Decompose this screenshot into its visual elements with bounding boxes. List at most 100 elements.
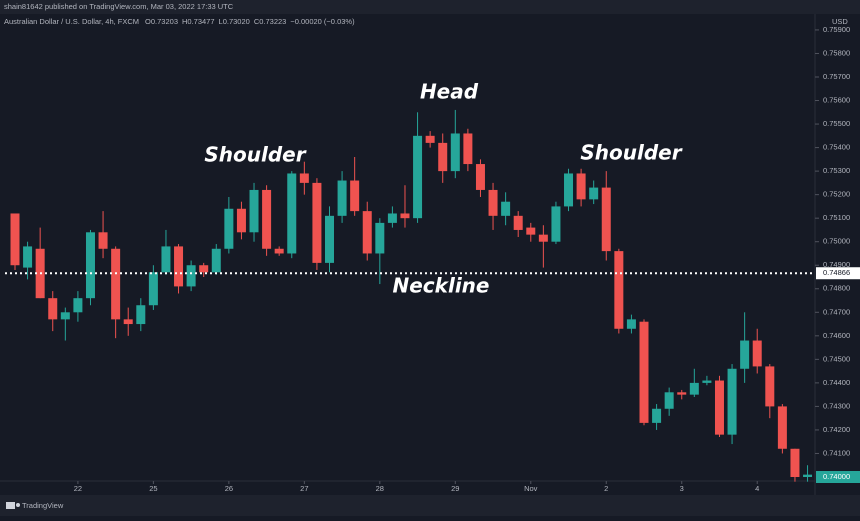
candle-body <box>463 133 473 165</box>
y-tick-label: 0.75500 <box>823 119 850 128</box>
candle-body <box>803 474 813 477</box>
neckline-text: Neckline <box>393 274 490 298</box>
ohlc-value: C0.73223 <box>254 17 287 26</box>
y-tick-label: 0.75900 <box>823 25 850 34</box>
y-tick-label: 0.75300 <box>823 166 850 175</box>
y-tick-label: 0.75600 <box>823 96 850 105</box>
currency-label: USD <box>832 17 848 26</box>
candle-body <box>224 208 234 249</box>
y-tick-label: 0.74100 <box>823 448 850 457</box>
candle-body <box>450 133 460 172</box>
y-tick-label: 0.75000 <box>823 237 850 246</box>
header-bar <box>0 0 860 14</box>
y-tick-label: 0.74300 <box>823 401 850 410</box>
candle-body <box>790 448 800 477</box>
y-tick-label: 0.74400 <box>823 378 850 387</box>
candle-body <box>312 182 322 263</box>
symbol-title: Australian Dollar / U.S. Dollar, 4h, FXC… <box>4 17 139 26</box>
candle-body <box>639 321 649 423</box>
x-tick-label: 26 <box>225 484 233 493</box>
candle-body <box>249 189 259 233</box>
pattern-annotation: Head <box>420 80 479 104</box>
candle-body <box>362 211 372 254</box>
candle-body <box>274 248 284 254</box>
candle-body <box>727 368 737 435</box>
y-tick-label: 0.74600 <box>823 331 850 340</box>
candle-body <box>488 189 498 216</box>
candle-body <box>765 366 775 407</box>
candle-body <box>161 246 171 273</box>
candle-body <box>513 215 523 230</box>
candle-body <box>136 305 146 325</box>
candle-body <box>564 173 574 207</box>
candle-body <box>10 213 20 266</box>
x-tick-label: 25 <box>149 484 157 493</box>
candle-body <box>123 319 133 325</box>
candle-body <box>601 187 611 252</box>
candle-body <box>614 251 624 329</box>
candle-body <box>677 392 687 395</box>
last-price-box <box>816 471 860 483</box>
candle-body <box>664 392 674 409</box>
candle-body <box>287 173 297 254</box>
ohlc-value: −0.00020 (−0.03%) <box>290 17 355 26</box>
candle-body <box>714 380 724 435</box>
candle-body <box>73 298 83 313</box>
candle-body <box>299 173 309 183</box>
y-tick-label: 0.75100 <box>823 213 850 222</box>
candle-body <box>777 406 787 449</box>
neckline-price-label: 0.74866 <box>823 268 850 277</box>
x-tick-label: 4 <box>755 484 759 493</box>
x-tick-label: 28 <box>376 484 384 493</box>
candle-body <box>199 265 209 273</box>
candle-body <box>325 215 334 263</box>
candle-body <box>98 232 108 249</box>
candle-body <box>387 213 397 223</box>
candle-body <box>752 340 762 367</box>
x-tick-label: 3 <box>680 484 684 493</box>
candle-body <box>689 382 699 395</box>
y-tick-label: 0.74500 <box>823 354 850 363</box>
neckline-price-box <box>816 267 860 280</box>
candle-body <box>576 173 586 200</box>
x-tick-label: 29 <box>451 484 459 493</box>
candle-body <box>262 189 272 249</box>
candle-body <box>425 135 435 143</box>
candle-body <box>702 380 712 383</box>
ohlc-value: O0.73203 <box>145 17 178 26</box>
ohlc-value: H0.73477 <box>182 17 215 26</box>
x-tick-label: 27 <box>300 484 308 493</box>
footer-bar <box>0 495 860 516</box>
candle-body <box>211 248 221 273</box>
y-tick-label: 0.75800 <box>823 48 850 57</box>
candle-body <box>148 272 158 306</box>
last-price-label: 0.74000 <box>823 472 850 481</box>
candle-body <box>48 298 58 320</box>
tv-logo <box>6 502 20 509</box>
candle-body <box>652 408 662 423</box>
ohlc-value: L0.73020 <box>219 17 250 26</box>
candle-body <box>60 312 70 320</box>
candle-body <box>337 180 347 216</box>
header-text: shain81642 published on TradingView.com,… <box>4 2 234 11</box>
candle-body <box>551 206 561 242</box>
x-tick-label: 2 <box>604 484 608 493</box>
candle-body <box>186 265 196 287</box>
y-tick-label: 0.75200 <box>823 190 850 199</box>
candle-body <box>400 213 410 219</box>
candle-body <box>589 187 599 200</box>
candle-body <box>626 319 636 329</box>
candle-body <box>475 164 485 190</box>
y-tick-label: 0.74900 <box>823 260 850 269</box>
candle-body <box>501 201 511 216</box>
x-tick-label: Nov <box>524 484 538 493</box>
candle-body <box>236 208 246 233</box>
candle-body <box>526 227 536 235</box>
candle-body <box>174 246 184 287</box>
pattern-annotation: Shoulder <box>204 143 306 167</box>
pattern-annotation: Shoulder <box>580 141 682 165</box>
footer-text: TradingView <box>22 501 64 510</box>
candle-body <box>438 142 448 172</box>
